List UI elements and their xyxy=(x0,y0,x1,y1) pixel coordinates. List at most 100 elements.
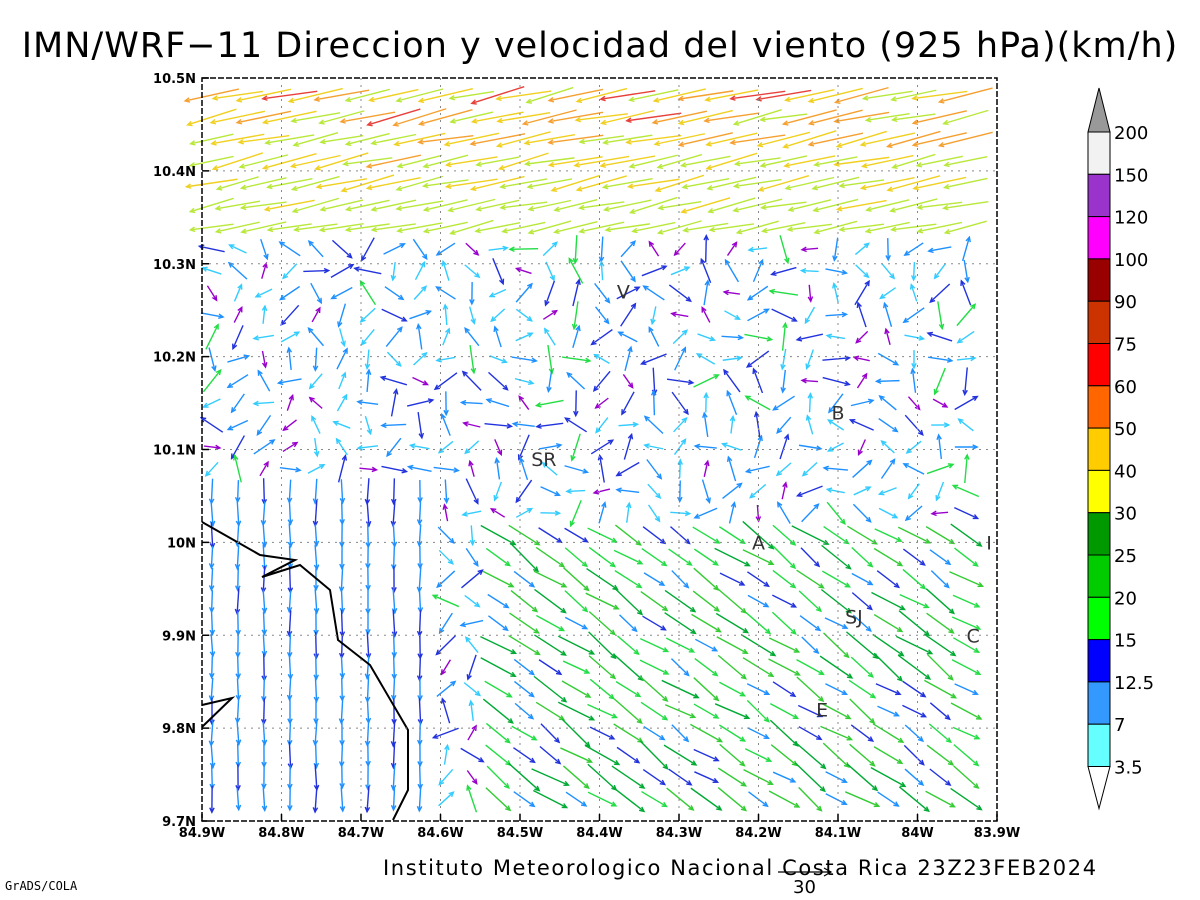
wind-vector-head xyxy=(417,97,425,104)
wind-vector-head xyxy=(873,801,881,808)
wind-vector-head xyxy=(739,580,746,586)
wind-vector-head xyxy=(508,582,515,588)
wind-vector xyxy=(216,221,260,233)
wind-vector xyxy=(953,744,979,766)
wind-vector xyxy=(381,308,407,322)
wind-vector xyxy=(513,680,535,698)
wind-vector-head xyxy=(443,409,449,417)
wind-vector xyxy=(262,565,266,593)
wind-vector xyxy=(717,787,747,811)
wind-vector xyxy=(951,616,981,630)
wind-vector-head xyxy=(443,497,450,505)
wind-vector xyxy=(570,499,582,527)
wind-vector-head xyxy=(560,582,568,588)
wind-vector-head xyxy=(844,582,852,588)
wind-vector-head xyxy=(531,735,538,741)
wind-vector xyxy=(628,178,680,188)
wind-vector-head xyxy=(912,184,919,191)
wind-vector-head xyxy=(395,360,402,368)
wind-vector-head xyxy=(661,560,668,567)
wind-vector xyxy=(621,391,635,415)
wind-vector xyxy=(648,327,660,347)
wind-vector-head xyxy=(474,227,481,234)
wind-vector-head xyxy=(973,647,981,653)
wind-vector-head xyxy=(843,652,850,659)
wind-vector-head xyxy=(421,253,428,261)
wind-vector-head xyxy=(368,96,375,103)
wind-vector-head xyxy=(915,162,923,168)
place-label: E xyxy=(816,700,828,722)
wind-vector-head xyxy=(227,261,235,268)
wind-vector xyxy=(470,701,474,721)
wind-vector-head xyxy=(590,339,597,346)
wind-vector xyxy=(654,88,706,102)
wind-vector-head xyxy=(440,412,446,420)
wind-vector-head xyxy=(401,467,409,474)
wind-vector-head xyxy=(215,185,223,191)
wind-vector-head xyxy=(609,673,617,680)
wind-vector xyxy=(877,705,899,717)
wind-vector xyxy=(747,308,769,322)
wind-vector-head xyxy=(554,490,561,497)
wind-vector xyxy=(511,356,537,362)
wind-vector-head xyxy=(533,628,540,634)
wind-vector-head xyxy=(877,490,885,496)
wind-vector-head xyxy=(235,119,243,125)
wind-vector-head xyxy=(813,228,820,235)
wind-vector-head xyxy=(662,695,669,702)
wind-vector-head xyxy=(742,627,750,634)
wind-vector xyxy=(622,374,634,388)
wind-vector-head xyxy=(214,205,221,211)
wind-vector xyxy=(262,634,266,656)
wind-vector-head xyxy=(732,183,740,189)
colorbar-segment xyxy=(1087,385,1111,429)
wind-vector xyxy=(855,264,869,278)
wind-vector-head xyxy=(471,724,477,731)
wind-vector-head xyxy=(729,95,736,101)
wind-vector xyxy=(615,681,641,697)
wind-vector xyxy=(799,615,821,631)
wind-vector xyxy=(533,675,567,703)
wind-vector-head xyxy=(564,417,571,423)
wind-vector-head xyxy=(767,779,774,786)
wind-vector xyxy=(724,310,740,320)
wind-vector-head xyxy=(323,267,331,274)
lat-tick-label: 10.5N xyxy=(153,72,196,87)
wind-vector xyxy=(719,743,745,767)
wind-vector-head xyxy=(636,582,643,589)
wind-vector-head xyxy=(800,377,807,384)
wind-vector xyxy=(286,395,294,411)
wind-vector xyxy=(808,284,812,302)
wind-vector-head xyxy=(290,185,298,192)
wind-vector-head xyxy=(865,206,872,212)
wind-vector-head xyxy=(395,97,402,103)
wind-vector xyxy=(668,548,692,566)
wind-vector-head xyxy=(503,602,510,609)
wind-vector xyxy=(745,395,771,411)
wind-vector xyxy=(846,763,878,791)
wind-vector xyxy=(319,110,365,124)
wind-vector-head xyxy=(290,117,297,124)
wind-vector-head xyxy=(338,761,345,768)
wind-vector-head xyxy=(506,692,513,698)
wind-vector xyxy=(564,547,588,567)
wind-vector xyxy=(210,742,214,768)
wind-vector-head xyxy=(359,316,366,323)
map-grid xyxy=(202,78,997,821)
wind-vector-head xyxy=(433,384,441,391)
wind-vector xyxy=(704,112,760,122)
wind-vector-head xyxy=(287,97,295,104)
wind-vector xyxy=(890,198,938,212)
wind-vector-head xyxy=(447,558,454,565)
wind-vector-head xyxy=(364,673,371,681)
wind-vector-head xyxy=(892,426,899,433)
wind-vector xyxy=(771,266,797,276)
wind-vector xyxy=(330,264,354,278)
wind-vector xyxy=(241,221,287,233)
colorbar-segment xyxy=(1087,554,1111,598)
wind-vector xyxy=(594,283,610,303)
wind-vector xyxy=(595,397,609,409)
wind-vector xyxy=(928,246,952,252)
wind-vector xyxy=(340,632,344,658)
